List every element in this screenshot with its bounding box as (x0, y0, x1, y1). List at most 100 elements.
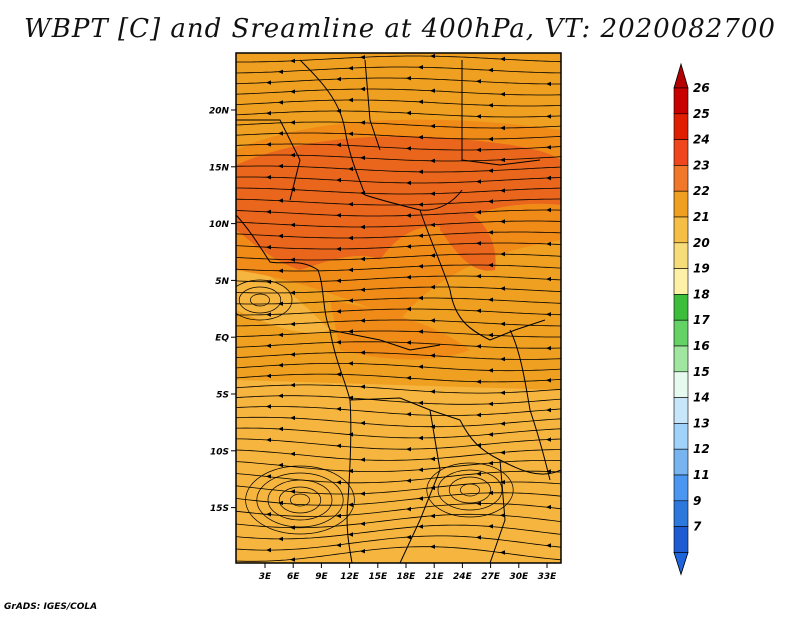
streamline (236, 330, 561, 338)
streamline-arrow (500, 513, 505, 518)
streamline-arrow (266, 404, 271, 409)
streamline-arrow (360, 549, 365, 554)
border-line (399, 409, 441, 563)
streamline-arrow (290, 222, 295, 228)
streamline-swirl (278, 486, 322, 514)
streamline-arrow (500, 356, 505, 362)
streamline-arrow (418, 435, 423, 441)
streamline-arrow (360, 120, 365, 125)
streamline-arrow (476, 114, 481, 119)
streamline-arrow (360, 55, 365, 60)
streamline (236, 362, 561, 372)
streamlines (236, 53, 561, 562)
colorbar-label: 21 (693, 210, 710, 224)
streamline-arrow (360, 155, 365, 160)
streamline-arrow (418, 65, 423, 70)
streamline-arrow (476, 147, 481, 153)
streamline-arrow (476, 379, 481, 384)
streamline-arrow (418, 264, 423, 269)
streamline-arrow (430, 53, 435, 59)
border-line (509, 329, 551, 481)
streamline-arrow (336, 513, 341, 519)
streamline-arrow (360, 420, 365, 426)
colorbar-label: 12 (693, 442, 710, 456)
border-line (419, 209, 491, 341)
streamline-arrow (336, 406, 341, 412)
border-line (349, 397, 461, 421)
x-tick-label: 12E (340, 572, 360, 582)
streamline-arrow (500, 92, 505, 97)
streamline-arrow (500, 390, 505, 395)
streamline-arrow (418, 400, 423, 406)
streamline-arrow (348, 395, 353, 400)
colorbar-label: 9 (693, 494, 701, 508)
streamline-arrow (500, 219, 505, 224)
colorbar-swatch (673, 294, 689, 321)
colorbar-bottom-arrow (673, 552, 689, 576)
streamline-arrow (278, 268, 283, 273)
streamline-arrow (488, 199, 493, 204)
streamline-arrow (430, 123, 435, 129)
streamline-arrow (278, 69, 283, 75)
streamline-arrow (476, 344, 481, 349)
streamline-arrow (278, 301, 283, 306)
colorbar-label: 17 (693, 313, 710, 327)
shading-region (440, 200, 496, 271)
colorbar-label: 19 (693, 262, 710, 276)
streamline-arrow (488, 332, 493, 338)
streamline (236, 406, 561, 416)
streamline-arrow (278, 536, 283, 542)
border-line (236, 119, 301, 201)
colorbar-swatch (673, 190, 689, 218)
streamline-arrow (406, 275, 411, 280)
border-line (299, 59, 366, 196)
streamline-arrow (348, 468, 353, 474)
streamline-arrow (266, 547, 271, 553)
streamline-arrow (278, 393, 283, 398)
streamline-arrow (406, 110, 411, 116)
streamline-arrow (290, 415, 295, 421)
streamline-arrow (430, 544, 435, 549)
colorbar-swatch (673, 448, 689, 476)
x-tick-label: 9E (315, 572, 328, 582)
streamline-arrow (406, 306, 411, 312)
y-tick-label: EQ (215, 334, 229, 344)
streamline-arrow (360, 224, 365, 230)
streamline-arrow (488, 368, 493, 373)
streamline-arrow (488, 67, 493, 73)
colorbar-swatch (673, 268, 689, 295)
colorbar-swatch (673, 87, 689, 115)
streamline-arrow (546, 145, 551, 150)
streamline-swirl (267, 479, 333, 521)
streamline-arrow (546, 543, 551, 548)
streamline-arrow (546, 437, 551, 442)
streamline-arrow (418, 99, 423, 105)
streamline-arrow (546, 469, 551, 474)
streamline-arrow (266, 111, 271, 116)
colorbar-label: 13 (693, 416, 710, 430)
streamline-arrow (336, 278, 341, 283)
country-borders (236, 59, 561, 563)
streamline-arrow (430, 318, 435, 323)
streamline-arrow (476, 535, 481, 540)
streamline (236, 395, 561, 405)
colorbar-swatch (673, 139, 689, 166)
border-line (461, 60, 541, 166)
colorbar-label: 11 (693, 468, 710, 482)
streamline (236, 308, 561, 316)
streamline-arrow (336, 372, 341, 377)
streamline-arrow (546, 378, 551, 383)
streamline-swirl (426, 462, 514, 518)
streamline-arrow (500, 56, 505, 62)
colorbar-swatch (673, 371, 689, 398)
streamline-arrow (500, 321, 505, 327)
streamline-arrow (430, 353, 435, 358)
streamline (236, 66, 561, 74)
colorbar-swatch (673, 242, 689, 269)
map-frame (235, 52, 562, 564)
streamline (236, 341, 561, 349)
streamline-arrow (488, 461, 493, 466)
streamline-arrow (476, 274, 481, 279)
streamline-arrow (278, 163, 283, 169)
streamline-arrow (430, 253, 435, 258)
